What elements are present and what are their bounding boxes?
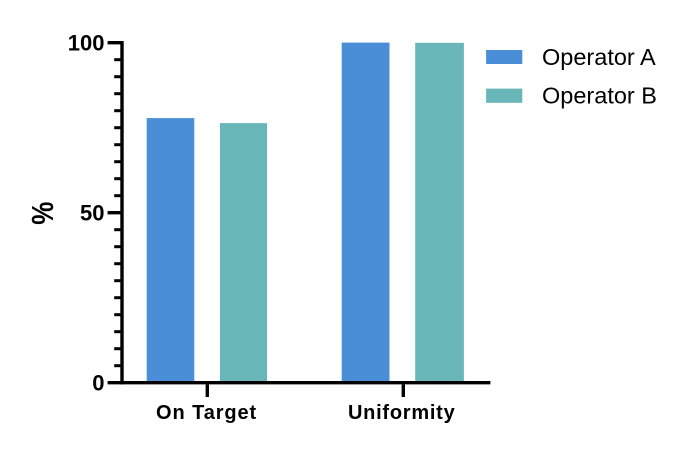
svg-text:On Target: On Target	[156, 402, 257, 424]
svg-text:Operator B: Operator B	[542, 82, 657, 108]
svg-text:Operator A: Operator A	[542, 44, 656, 70]
svg-text:50: 50	[80, 201, 104, 226]
svg-text:100: 100	[68, 30, 105, 55]
svg-text:%: %	[26, 202, 61, 225]
svg-text:Uniformity: Uniformity	[348, 402, 456, 424]
svg-text:0: 0	[92, 370, 104, 395]
